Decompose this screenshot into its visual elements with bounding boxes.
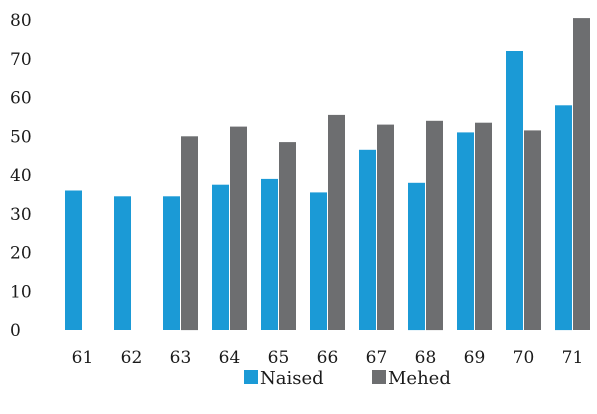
bar-naised-70 <box>506 51 523 330</box>
bar-mehed-65 <box>279 142 296 330</box>
bar-naised-64 <box>212 184 229 330</box>
bar-naised-65 <box>261 178 278 330</box>
x-tick-label: 64 <box>219 348 241 368</box>
bar-mehed-71 <box>573 18 590 330</box>
bar-naised-71 <box>555 105 572 331</box>
bar-naised-66 <box>310 192 327 330</box>
y-tick-label: 70 <box>10 50 32 70</box>
bar-mehed-64 <box>230 126 247 330</box>
bar-mehed-70 <box>524 130 541 330</box>
bar-naised-69 <box>457 132 474 330</box>
x-tick-label: 67 <box>366 348 388 368</box>
legend-swatch-mehed <box>372 370 386 384</box>
y-tick-label: 40 <box>10 166 32 186</box>
legend: Naised Mehed <box>244 368 451 389</box>
plot-area <box>65 18 590 331</box>
y-tick-label: 50 <box>10 127 32 147</box>
y-tick-label: 20 <box>10 244 32 264</box>
y-tick-label: 0 <box>10 321 21 341</box>
bar-mehed-63 <box>181 136 198 331</box>
legend-swatch-naised <box>244 370 258 384</box>
y-tick-label: 30 <box>10 205 32 225</box>
x-tick-label: 61 <box>72 348 94 368</box>
y-tick-label: 60 <box>10 89 32 109</box>
legend-label-naised: Naised <box>260 368 324 389</box>
x-axis: 61 62 63 64 65 66 67 68 69 70 71 <box>72 348 584 368</box>
x-tick-label: 63 <box>170 348 192 368</box>
bar-naised-68 <box>408 182 425 331</box>
bar-naised-63 <box>163 196 180 330</box>
bar-mehed-66 <box>328 114 345 331</box>
legend-label-mehed: Mehed <box>388 368 451 389</box>
x-tick-label: 71 <box>562 348 584 368</box>
x-tick-label: 70 <box>513 348 535 368</box>
x-tick-label: 62 <box>121 348 143 368</box>
bar-mehed-67 <box>377 124 394 330</box>
bar-mehed-69 <box>475 122 492 330</box>
y-tick-label: 80 <box>10 11 32 31</box>
y-axis: 0 10 20 30 40 50 60 70 80 <box>10 11 32 341</box>
x-tick-label: 69 <box>464 348 486 368</box>
x-tick-label: 68 <box>415 348 437 368</box>
bar-naised-62 <box>114 196 131 330</box>
bar-naised-67 <box>359 149 376 330</box>
bar-mehed-68 <box>426 120 443 331</box>
x-tick-label: 66 <box>317 348 339 368</box>
x-tick-label: 65 <box>268 348 290 368</box>
y-tick-label: 10 <box>10 282 32 302</box>
bar-naised-61 <box>65 190 82 330</box>
